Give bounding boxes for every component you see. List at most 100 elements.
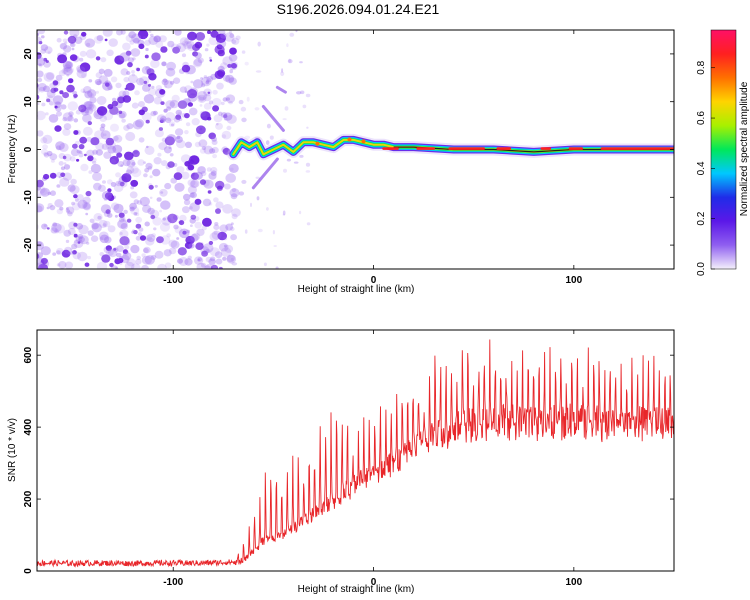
noise-blob [90,137,100,146]
noise-blob [111,100,119,107]
noise-blob [217,231,227,241]
noise-blob [184,113,190,119]
noise-blob [208,172,217,180]
noise-blob [37,263,49,269]
noise-blob [299,61,303,64]
noise-blob [229,63,238,71]
noise-blob [65,206,75,215]
noise-blob [220,62,228,70]
noise-blob [211,97,222,107]
noise-blob [94,130,105,140]
noise-blob [167,40,175,48]
noise-blob [192,59,203,68]
noise-blob [203,75,208,79]
noise-blob [102,223,107,227]
noise-blob [162,217,166,221]
noise-blob [210,170,217,176]
noise-blob [59,177,70,187]
noise-blob [128,74,138,84]
noise-blob [229,226,235,232]
noise-blob [139,196,150,207]
noise-blob [56,208,63,215]
noise-blob [59,90,64,95]
noise-blob [171,43,179,51]
noise-blob [78,224,89,235]
noise-blob [80,163,89,172]
noise-blob [209,247,220,257]
noise-blob [184,130,189,135]
noise-blob [123,124,130,131]
noise-blob [55,145,62,151]
noise-blob [197,95,201,98]
noise-blob [211,139,218,145]
noise-blob [211,136,218,142]
noise-blob [120,164,124,167]
noise-blob [296,91,302,95]
noise-blob [208,240,214,245]
noise-blob [159,188,168,197]
noise-blob [76,194,84,201]
colorbar-tick-label: 0.0 [696,262,707,276]
noise-blob [62,112,73,122]
noise-blob [130,263,141,269]
noise-blob [73,130,79,135]
noise-blob [66,84,75,93]
noise-blob [108,248,118,258]
noise-blob [207,30,211,34]
noise-blob [41,148,48,155]
noise-blob [79,57,84,62]
noise-blob [110,265,119,269]
noise-blob [52,80,59,86]
noise-blob [163,80,173,89]
noise-blob [126,123,134,130]
noise-blob [266,123,271,129]
noise-blob [38,86,46,93]
noise-blob [191,118,200,126]
x-tick-label: -100 [163,275,183,286]
noise-blob [148,183,153,187]
noise-blob [40,48,46,54]
noise-blob [83,203,91,211]
noise-blob [95,90,99,94]
noise-blob [153,157,162,165]
noise-blob [194,221,202,229]
noise-blob [117,219,128,229]
noise-blob [71,201,76,206]
noise-blob [135,67,140,71]
noise-blob [52,252,57,256]
noise-blob [135,223,142,229]
noise-blob [215,33,226,43]
noise-blob [190,172,199,180]
noise-blob [37,32,40,36]
noise-blob [37,77,43,83]
noise-blob [122,42,131,51]
noise-blob [171,94,180,103]
noise-blob [201,250,209,257]
noise-blob [73,118,79,123]
noise-blob [158,35,167,43]
noise-blob [148,88,157,96]
noise-blob [223,244,227,248]
noise-blob [198,139,208,148]
noise-blob [132,120,143,130]
noise-blob [182,206,190,214]
noise-blob [63,229,71,237]
noise-blob [166,233,171,238]
noise-blob [231,213,238,220]
noise-blob [84,38,96,48]
noise-blob [43,72,55,82]
noise-blob [85,42,91,47]
noise-blob [201,146,206,151]
noise-blob [97,215,102,220]
noise-blob [194,52,202,59]
streak-feature [275,85,287,94]
noise-blob [286,43,289,48]
noise-blob [179,214,187,222]
noise-blob [105,245,112,251]
noise-blob [56,250,61,255]
noise-blob [178,257,189,266]
noise-blob [197,94,207,103]
signal-hot-spot [361,139,366,144]
snr-frame [36,329,675,572]
noise-blob [100,130,111,140]
